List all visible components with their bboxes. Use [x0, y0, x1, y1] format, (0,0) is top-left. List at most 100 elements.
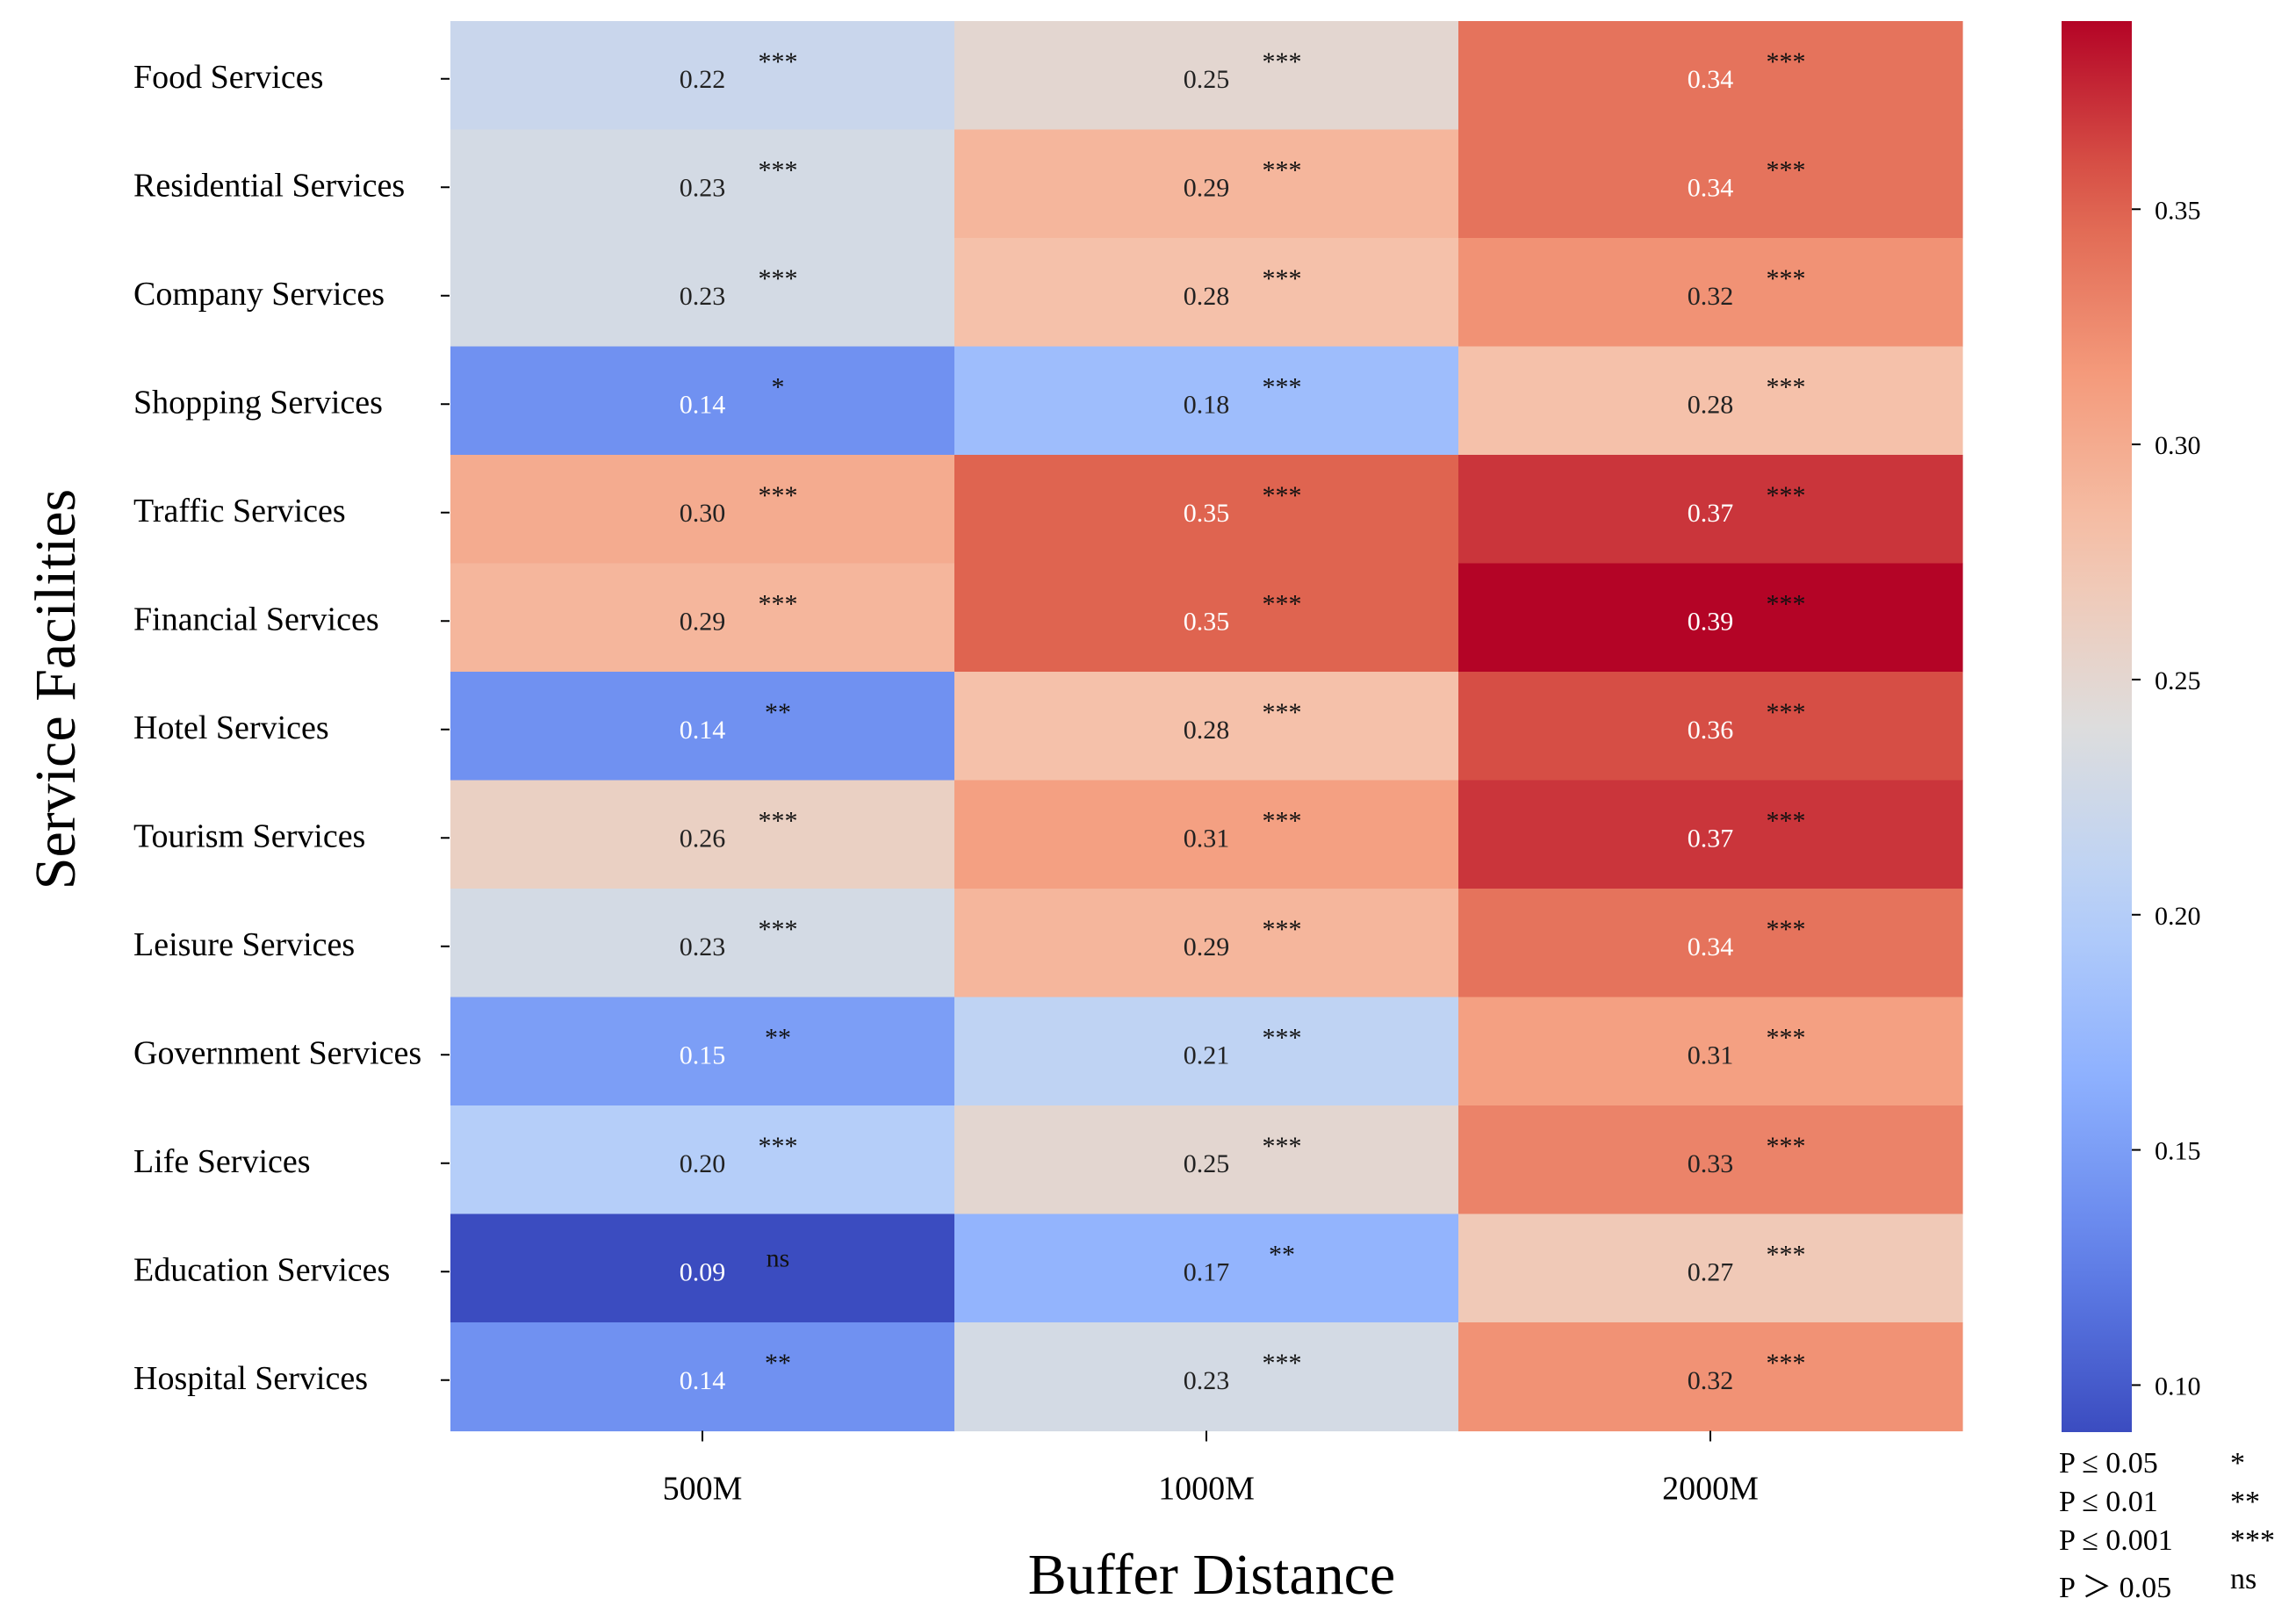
- cell-value: 0.34: [1688, 65, 1734, 94]
- significance-marker: ***: [759, 1132, 798, 1161]
- cell-value: 0.23: [1184, 1366, 1230, 1395]
- heatmap-cell: [450, 129, 955, 239]
- heatmap-cell: [1458, 889, 1963, 998]
- significance-marker: ***: [1263, 698, 1302, 727]
- legend-row: P ＞ 0.05 ns: [2059, 1563, 2256, 1606]
- significance-marker: ***: [1767, 698, 1806, 727]
- x-axis-title: Buffer Distance: [1028, 1543, 1395, 1607]
- row-label: Education Services: [133, 1251, 390, 1288]
- significance-marker: ***: [1767, 806, 1806, 835]
- significance-marker: ***: [1263, 264, 1302, 293]
- significance-marker: ***: [1263, 155, 1302, 184]
- significance-marker: ***: [1263, 1023, 1302, 1052]
- cell-value: 0.35: [1184, 607, 1230, 636]
- heatmap-cell: [954, 21, 1459, 131]
- legend-symbol: ns: [2230, 1563, 2257, 1595]
- column-labels: 500M 1000M 2000M: [663, 1430, 1759, 1508]
- cell-value: 0.23: [680, 173, 726, 202]
- heatmap-cell: [954, 129, 1459, 239]
- cell-value: 0.37: [1688, 499, 1734, 528]
- significance-marker: ns: [767, 1243, 790, 1272]
- cell-value: 0.14: [680, 716, 726, 745]
- cell-value: 0.09: [680, 1257, 726, 1286]
- legend-row: P ≤ 0.05 *: [2059, 1447, 2245, 1480]
- row-label: Traffic Services: [133, 493, 346, 529]
- row-labels: Food Services Residential Services Company…: [133, 59, 450, 1397]
- column-label: 1000M: [1158, 1471, 1255, 1508]
- cell-value: 0.31: [1688, 1041, 1734, 1069]
- cell-value: 0.32: [1688, 282, 1734, 311]
- significance-marker: ***: [1767, 915, 1806, 944]
- significance-marker: ***: [1767, 1240, 1806, 1269]
- heatmap-cell: [954, 1322, 1459, 1432]
- cell-value: 0.21: [1184, 1041, 1230, 1069]
- column-label: 2000M: [1662, 1471, 1759, 1508]
- significance-marker: *: [772, 372, 785, 401]
- cell-value: 0.23: [680, 282, 726, 311]
- colorbar-gradient: [2062, 21, 2132, 1432]
- colorbar-tick-label: 0.10: [2155, 1372, 2201, 1401]
- heatmap-cells: 0.22***0.25***0.34***0.23***0.29***0.34*…: [450, 21, 1963, 1432]
- cell-value: 0.14: [680, 390, 726, 419]
- colorbar-tick-label: 0.30: [2155, 431, 2201, 460]
- cell-value: 0.15: [680, 1041, 726, 1069]
- heatmap-cell: [450, 455, 955, 565]
- significance-marker: ***: [1263, 372, 1302, 401]
- heatmap-cell: [450, 1213, 955, 1323]
- cell-value: 0.37: [1688, 824, 1734, 853]
- significance-marker: ***: [1767, 264, 1806, 293]
- significance-marker: ***: [1263, 1349, 1302, 1378]
- cell-value: 0.17: [1184, 1257, 1230, 1286]
- heatmap-cell: [450, 21, 955, 131]
- heatmap-cell: [954, 1213, 1459, 1323]
- heatmap-cell: [1458, 1213, 1963, 1323]
- colorbar: 0.10 0.15 0.20 0.25 0.30 0.35: [2062, 21, 2201, 1432]
- heatmap-cell: [1458, 21, 1963, 131]
- cell-value: 0.26: [680, 824, 726, 853]
- colorbar-tick-label: 0.20: [2155, 902, 2201, 931]
- heatmap-cell: [954, 1105, 1459, 1215]
- heatmap-cell: [450, 346, 955, 456]
- row-label: Hospital Services: [133, 1360, 368, 1397]
- heatmap-cell: [450, 1322, 955, 1432]
- cell-value: 0.33: [1688, 1149, 1734, 1178]
- heatmap-cell: [1458, 780, 1963, 889]
- column-label: 500M: [663, 1471, 743, 1508]
- heatmap-cell: [1458, 346, 1963, 456]
- significance-marker: ***: [1767, 1023, 1806, 1052]
- significance-marker: **: [1269, 1240, 1295, 1269]
- legend-label: P ≤ 0.001: [2059, 1524, 2173, 1557]
- significance-marker: ***: [1263, 915, 1302, 944]
- heatmap-cell: [954, 563, 1459, 673]
- significance-marker: ***: [1767, 1349, 1806, 1378]
- cell-value: 0.28: [1184, 282, 1230, 311]
- cell-value: 0.31: [1184, 824, 1230, 853]
- significance-marker: ***: [1767, 155, 1806, 184]
- heatmap-cell: [450, 889, 955, 998]
- cell-value: 0.18: [1184, 390, 1230, 419]
- heatmap-cell: [450, 238, 955, 348]
- cell-value: 0.29: [680, 607, 726, 636]
- legend-label: P ＞ 0.05: [2059, 1572, 2172, 1604]
- significance-marker: ***: [1263, 1132, 1302, 1161]
- cell-value: 0.36: [1688, 716, 1734, 745]
- heatmap-cell: [954, 346, 1459, 456]
- significance-marker: ***: [759, 806, 798, 835]
- row-label: Shopping Services: [133, 384, 383, 421]
- heatmap-cell: [1458, 997, 1963, 1106]
- significance-marker: ***: [759, 47, 798, 76]
- legend-label: P ≤ 0.05: [2059, 1447, 2158, 1480]
- heatmap-cell: [450, 563, 955, 673]
- significance-marker: ***: [1767, 1132, 1806, 1161]
- significance-marker: ***: [1767, 481, 1806, 510]
- legend-symbol: *: [2230, 1447, 2245, 1480]
- cell-value: 0.25: [1184, 1149, 1230, 1178]
- row-label: Company Services: [133, 276, 385, 313]
- heatmap-cell: [450, 672, 955, 781]
- heatmap-cell: [954, 780, 1459, 889]
- cell-value: 0.14: [680, 1366, 726, 1395]
- heatmap-cell: [450, 780, 955, 889]
- significance-marker: ***: [1263, 806, 1302, 835]
- significance-marker: ***: [759, 915, 798, 944]
- significance-marker: ***: [1263, 47, 1302, 76]
